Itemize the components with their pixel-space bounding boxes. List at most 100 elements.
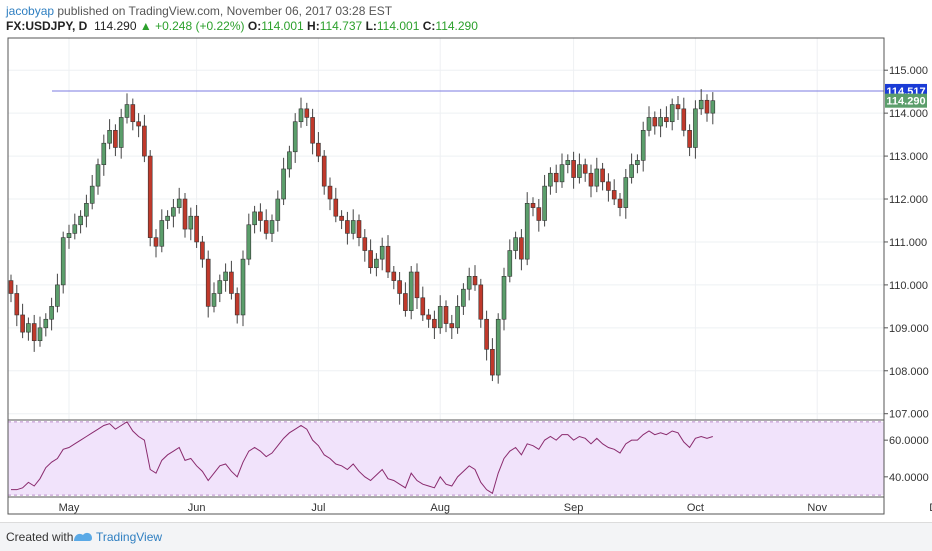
candle-body bbox=[345, 220, 350, 234]
candle-body bbox=[37, 327, 43, 342]
author-link[interactable]: jacobyap bbox=[6, 4, 55, 18]
candle-body bbox=[304, 108, 310, 118]
candle-body bbox=[408, 271, 414, 311]
time-tick-label: Jul bbox=[311, 502, 325, 514]
candle-body bbox=[536, 207, 542, 221]
rsi-axis[interactable]: 60.0000 40.0000 bbox=[884, 435, 929, 484]
candle-body bbox=[229, 271, 234, 294]
price-chart[interactable]: 107.000 108.000 109.000 110.000 111.000 112.0… bbox=[0, 0, 932, 522]
candle-body bbox=[530, 203, 536, 208]
candle-body bbox=[675, 104, 681, 110]
rsi-band bbox=[8, 421, 884, 496]
candle-body bbox=[524, 203, 530, 260]
candle-body bbox=[432, 318, 437, 329]
candle-body bbox=[635, 160, 640, 165]
candle-body bbox=[559, 164, 565, 183]
candle-body bbox=[333, 198, 339, 217]
candle-body bbox=[316, 142, 321, 157]
candle-body bbox=[582, 164, 588, 174]
tradingview-logo-icon[interactable] bbox=[72, 529, 94, 543]
candle-body bbox=[565, 160, 571, 165]
published-text: published on TradingView.com, November 0… bbox=[54, 4, 393, 18]
candle-body bbox=[159, 220, 165, 247]
candle-body bbox=[426, 314, 431, 320]
candle-body bbox=[420, 297, 426, 316]
candle-body bbox=[182, 198, 188, 230]
candle-body bbox=[31, 323, 37, 342]
candle-body bbox=[484, 318, 489, 350]
candle-body bbox=[687, 130, 692, 148]
high-label: H: bbox=[307, 19, 320, 33]
last-price-tag-bg bbox=[885, 93, 927, 108]
candle-body bbox=[681, 108, 687, 131]
candle-body bbox=[205, 258, 211, 307]
tradingview-brand[interactable]: TradingView bbox=[96, 530, 163, 544]
price-tick-label: 113.000 bbox=[889, 151, 928, 163]
candle-body bbox=[165, 215, 170, 221]
candle-body bbox=[14, 293, 20, 316]
plot-border bbox=[7, 37, 885, 515]
candle-body bbox=[107, 130, 112, 144]
footer: Created with TradingView bbox=[0, 522, 932, 551]
candle-body bbox=[600, 168, 605, 183]
candle-body bbox=[403, 293, 408, 311]
candle-body bbox=[710, 100, 716, 114]
candle-body bbox=[698, 99, 704, 110]
price-tick-label: 107.000 bbox=[889, 409, 929, 421]
candle-body bbox=[118, 117, 124, 148]
symbol-label[interactable]: FX:USDJPY, D bbox=[6, 19, 88, 33]
candle-body bbox=[287, 151, 292, 170]
time-axis[interactable]: MayJunJulAugSepOctNovDec20' bbox=[59, 502, 932, 514]
candle-body bbox=[588, 172, 594, 187]
candle-body bbox=[258, 211, 263, 221]
time-tick-label: Jun bbox=[188, 502, 206, 514]
chart-header: jacobyap published on TradingView.com, N… bbox=[0, 0, 932, 36]
candle-body bbox=[548, 172, 553, 187]
candle-body bbox=[171, 207, 176, 217]
candle-body bbox=[368, 250, 373, 269]
price-tick-label: 114.000 bbox=[889, 108, 928, 120]
candle-body bbox=[136, 121, 141, 127]
candle-body bbox=[72, 224, 78, 234]
candle-body bbox=[379, 245, 385, 260]
price-tick-label: 112.000 bbox=[889, 194, 928, 206]
candle-body bbox=[60, 237, 66, 286]
candle-body bbox=[223, 271, 228, 281]
candle-body bbox=[391, 271, 397, 281]
candle-body bbox=[495, 318, 501, 376]
candle-body bbox=[263, 220, 269, 234]
last-price-tag-label: 114.290 bbox=[886, 96, 925, 108]
candle-body bbox=[385, 245, 391, 273]
candle-body bbox=[246, 224, 252, 260]
ohlc-legend: FX:USDJPY, D 114.290 ▲ +0.248 (+0.22%) O… bbox=[6, 19, 478, 33]
candle-body bbox=[20, 314, 25, 333]
created-with-text: Created with bbox=[6, 530, 74, 544]
candle-body bbox=[594, 168, 600, 187]
candle-body bbox=[26, 323, 31, 333]
price-tick-label: 109.000 bbox=[889, 323, 929, 335]
up-arrow-icon: ▲ bbox=[139, 19, 152, 33]
candle-body bbox=[664, 117, 669, 123]
candle-body bbox=[478, 284, 484, 320]
price-tick-label: 115.000 bbox=[889, 65, 928, 77]
candle-body bbox=[374, 258, 379, 269]
low-label: L: bbox=[365, 19, 377, 33]
candle-body bbox=[437, 306, 443, 329]
candle-body bbox=[310, 117, 315, 144]
price-axis[interactable]: 107.000 108.000 109.000 110.000 111.000 112.0… bbox=[884, 65, 929, 421]
candle-body bbox=[669, 104, 675, 123]
candle-body bbox=[234, 293, 240, 316]
candle-body bbox=[84, 203, 89, 217]
candle-body bbox=[55, 284, 60, 307]
candle-body bbox=[211, 293, 217, 307]
candle-body bbox=[95, 164, 101, 187]
open-label: O: bbox=[247, 19, 262, 33]
candle-body bbox=[298, 108, 304, 123]
candle-body bbox=[252, 211, 257, 226]
candle-body bbox=[652, 117, 658, 127]
candle-body bbox=[124, 104, 130, 118]
time-tick-label: Aug bbox=[430, 502, 450, 514]
candle-body bbox=[176, 198, 182, 208]
candle-body bbox=[269, 220, 275, 234]
